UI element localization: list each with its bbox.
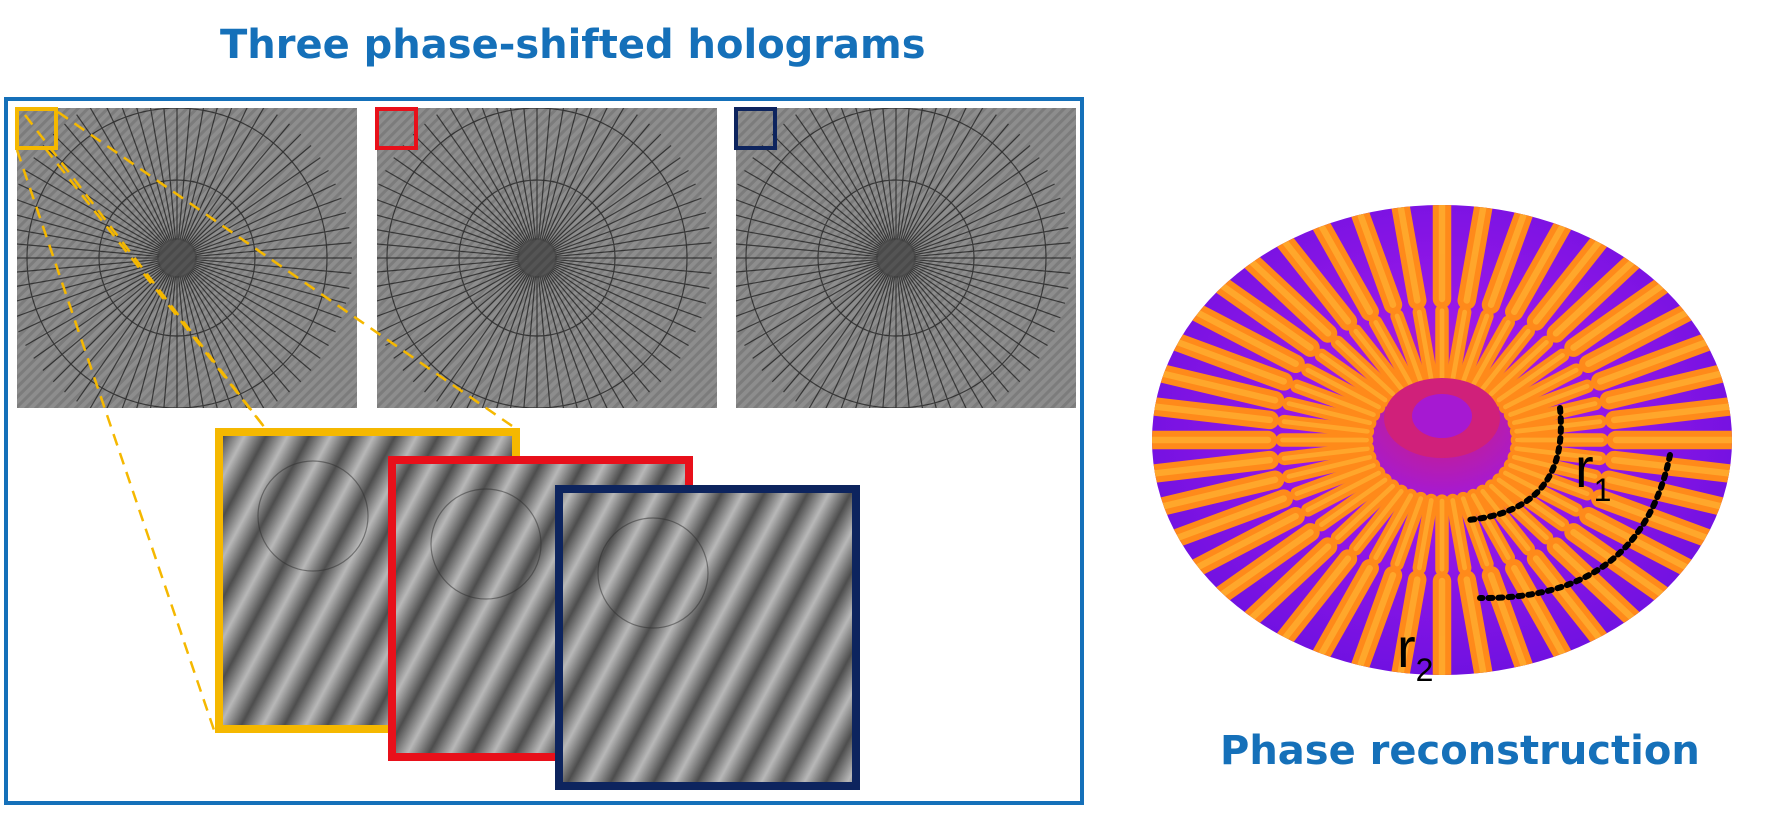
r1-arc: [1465, 405, 1564, 523]
roi-marker-red: [375, 107, 418, 150]
hologram-image-2: [377, 108, 717, 408]
roi-marker-yellow: [15, 107, 58, 150]
roi-marker-navy: [734, 107, 777, 150]
holograms-title: Three phase-shifted holograms: [220, 22, 926, 68]
zoom-hologram-3: [555, 485, 860, 790]
r1-subscript: 1: [1593, 472, 1612, 508]
holograms-panel-frame: [4, 97, 1084, 805]
r2-text: r: [1397, 616, 1416, 679]
r1-text: r: [1575, 436, 1594, 499]
hologram-image-3: [736, 108, 1076, 408]
reconstruction-title: Phase reconstruction: [1220, 728, 1700, 774]
hologram-image-1: [17, 108, 357, 408]
phase-reconstruction-image: [1152, 205, 1732, 675]
r2-subscript: 2: [1415, 652, 1434, 688]
r2-label: r2: [1397, 620, 1434, 688]
r1-label: r1: [1575, 440, 1612, 508]
r2-arc: [1477, 452, 1673, 602]
